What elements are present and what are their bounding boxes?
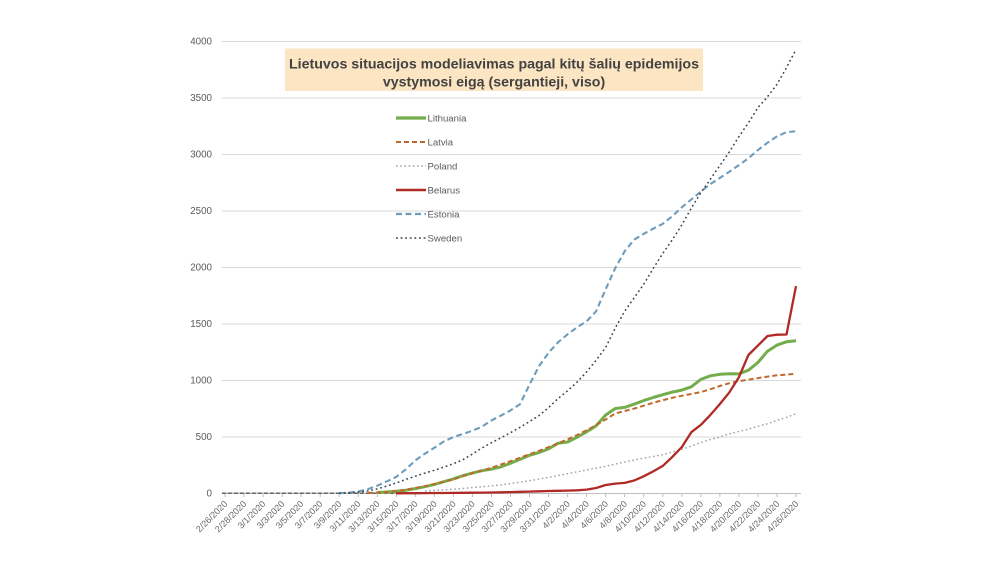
svg-text:1500: 1500 <box>190 319 212 330</box>
svg-text:Lithuania: Lithuania <box>428 113 468 124</box>
svg-text:Latvia: Latvia <box>428 137 454 148</box>
svg-text:500: 500 <box>196 432 213 443</box>
svg-text:2000: 2000 <box>190 263 212 274</box>
svg-text:Lietuvos situacijos modeliavi: Lietuvos situacijos modeliavimas pagal k… <box>289 57 699 73</box>
svg-text:2500: 2500 <box>190 206 212 217</box>
svg-text:3000: 3000 <box>190 150 212 161</box>
svg-text:Sweden: Sweden <box>428 233 463 244</box>
svg-text:3500: 3500 <box>190 93 212 104</box>
svg-text:vystymosi eigą (sergantieji, v: vystymosi eigą (sergantieji, viso) <box>383 75 606 91</box>
svg-text:4000: 4000 <box>190 37 212 48</box>
svg-text:1000: 1000 <box>190 376 212 387</box>
svg-text:Poland: Poland <box>428 161 458 172</box>
svg-text:Estonia: Estonia <box>428 209 461 220</box>
svg-text:0: 0 <box>207 489 213 500</box>
svg-text:Belarus: Belarus <box>428 185 461 196</box>
